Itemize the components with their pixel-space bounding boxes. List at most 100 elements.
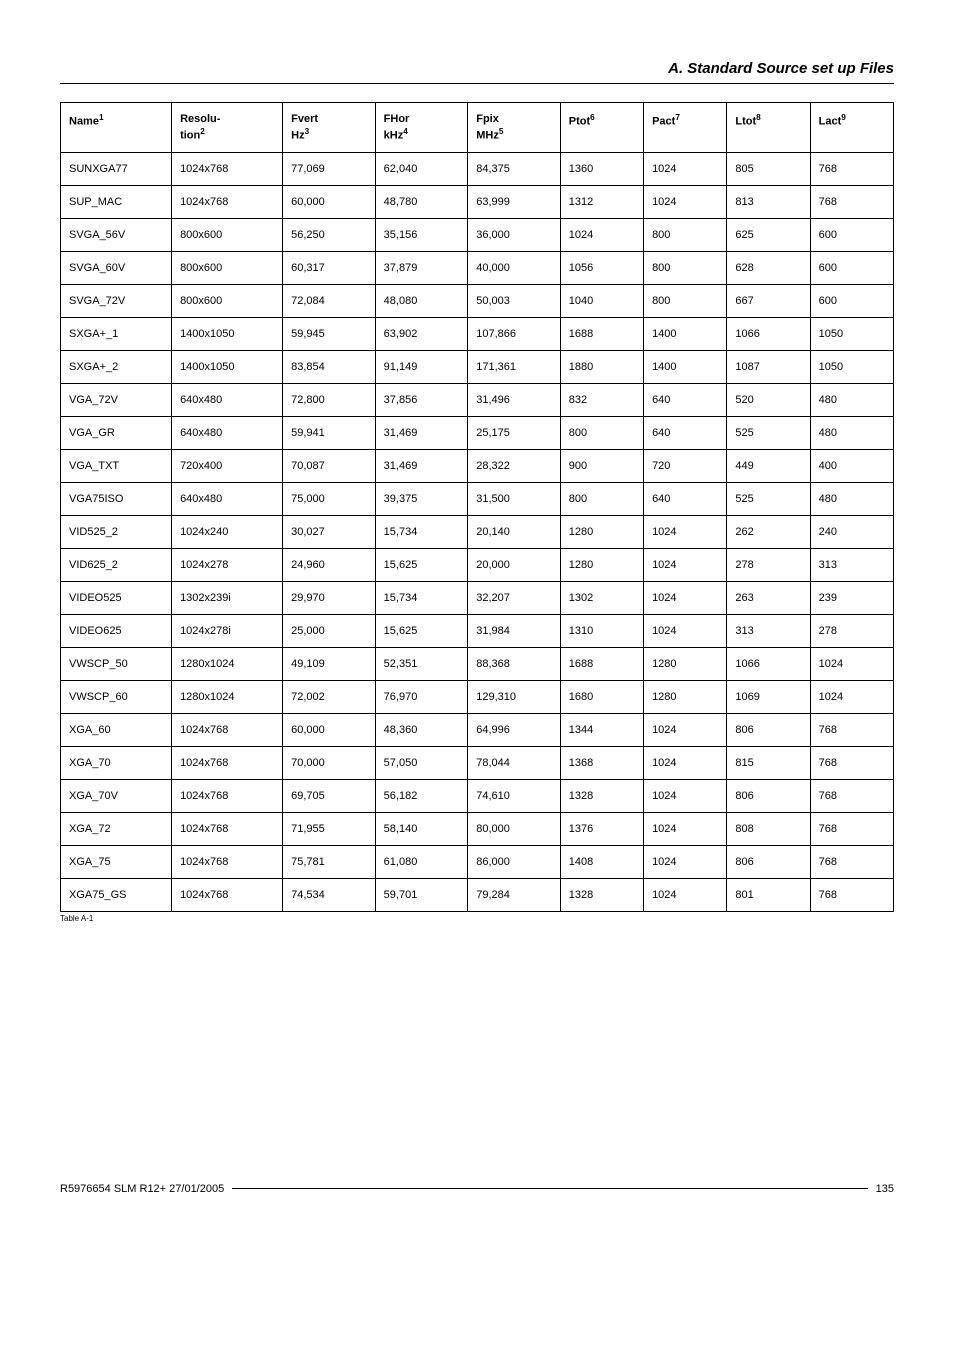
table-cell: 768: [810, 713, 893, 746]
column-header: Pact7: [644, 103, 727, 153]
table-cell: 1056: [560, 251, 643, 284]
table-cell: 480: [810, 383, 893, 416]
table-cell: 1087: [727, 350, 810, 383]
table-cell: 520: [727, 383, 810, 416]
column-header: Lact9: [810, 103, 893, 153]
table-cell: 263: [727, 581, 810, 614]
table-cell: 768: [810, 845, 893, 878]
table-cell: 808: [727, 812, 810, 845]
table-cell: 37,879: [375, 251, 468, 284]
table-cell: 83,854: [283, 350, 376, 383]
table-row: XGA_751024x76875,78161,08086,00014081024…: [61, 845, 894, 878]
column-header: Ptot6: [560, 103, 643, 153]
table-cell: 768: [810, 185, 893, 218]
table-cell: 1024: [644, 878, 727, 911]
table-cell: VID525_2: [61, 515, 172, 548]
table-cell: 1066: [727, 647, 810, 680]
table-cell: 806: [727, 779, 810, 812]
table-cell: SVGA_56V: [61, 218, 172, 251]
table-cell: 800: [644, 251, 727, 284]
table-cell: VGA_TXT: [61, 449, 172, 482]
table-cell: XGA_70V: [61, 779, 172, 812]
table-cell: 1280: [644, 680, 727, 713]
table-cell: 58,140: [375, 812, 468, 845]
table-cell: 1328: [560, 779, 643, 812]
table-cell: 1024x768: [172, 713, 283, 746]
footer-line: [232, 1188, 867, 1189]
table-cell: 1368: [560, 746, 643, 779]
table-cell: 77,069: [283, 152, 376, 185]
table-cell: SUP_MAC: [61, 185, 172, 218]
table-cell: 60,317: [283, 251, 376, 284]
footer-page-number: 135: [876, 1183, 894, 1195]
table-cell: 60,000: [283, 185, 376, 218]
table-row: VWSCP_501280x102449,10952,35188,36816881…: [61, 647, 894, 680]
table-row: VID625_21024x27824,96015,62520,000128010…: [61, 548, 894, 581]
table-cell: 800: [644, 218, 727, 251]
table-cell: 1066: [727, 317, 810, 350]
table-cell: 35,156: [375, 218, 468, 251]
table-cell: 1344: [560, 713, 643, 746]
table-cell: 91,149: [375, 350, 468, 383]
column-header: FpixMHz5: [468, 103, 561, 153]
table-cell: 15,734: [375, 581, 468, 614]
table-cell: 129,310: [468, 680, 561, 713]
table-cell: 806: [727, 845, 810, 878]
table-cell: SXGA+_1: [61, 317, 172, 350]
table-cell: 1312: [560, 185, 643, 218]
table-cell: 240: [810, 515, 893, 548]
table-cell: 1024: [644, 713, 727, 746]
table-cell: 768: [810, 779, 893, 812]
source-table: Name1Resolu-tion2FvertHz3FHorkHz4FpixMHz…: [60, 102, 894, 912]
table-cell: 1360: [560, 152, 643, 185]
table-cell: 80,000: [468, 812, 561, 845]
table-cell: VGA_72V: [61, 383, 172, 416]
table-cell: 79,284: [468, 878, 561, 911]
table-cell: 1024x768: [172, 878, 283, 911]
table-cell: 1050: [810, 317, 893, 350]
table-cell: 815: [727, 746, 810, 779]
table-cell: 480: [810, 482, 893, 515]
table-cell: 278: [810, 614, 893, 647]
table-cell: 525: [727, 416, 810, 449]
table-cell: 768: [810, 152, 893, 185]
column-header: FHorkHz4: [375, 103, 468, 153]
table-cell: 1400x1050: [172, 350, 283, 383]
table-cell: 640x480: [172, 416, 283, 449]
table-cell: 768: [810, 812, 893, 845]
table-cell: 72,800: [283, 383, 376, 416]
table-cell: 262: [727, 515, 810, 548]
table-cell: 813: [727, 185, 810, 218]
table-cell: 48,080: [375, 284, 468, 317]
table-cell: 1688: [560, 647, 643, 680]
table-cell: 59,941: [283, 416, 376, 449]
table-cell: 449: [727, 449, 810, 482]
table-row: VWSCP_601280x102472,00276,970129,3101680…: [61, 680, 894, 713]
table-cell: 800x600: [172, 251, 283, 284]
table-cell: 640x480: [172, 383, 283, 416]
table-cell: 1688: [560, 317, 643, 350]
table-cell: 801: [727, 878, 810, 911]
column-header: FvertHz3: [283, 103, 376, 153]
table-row: SUNXGA771024x76877,06962,04084,375136010…: [61, 152, 894, 185]
table-cell: 57,050: [375, 746, 468, 779]
table-cell: 69,705: [283, 779, 376, 812]
table-cell: 278: [727, 548, 810, 581]
table-cell: 31,984: [468, 614, 561, 647]
table-cell: 628: [727, 251, 810, 284]
table-cell: 1376: [560, 812, 643, 845]
table-cell: 75,000: [283, 482, 376, 515]
footer-left: R5976654 SLM R12+ 27/01/2005: [60, 1183, 224, 1195]
table-row: SVGA_56V800x60056,25035,15636,0001024800…: [61, 218, 894, 251]
table-cell: 39,375: [375, 482, 468, 515]
table-cell: SVGA_60V: [61, 251, 172, 284]
table-row: SXGA+_11400x105059,94563,902107,86616881…: [61, 317, 894, 350]
table-row: XGA_601024x76860,00048,36064,99613441024…: [61, 713, 894, 746]
table-row: VIDEO6251024x278i25,00015,62531,98413101…: [61, 614, 894, 647]
table-cell: 1024: [644, 515, 727, 548]
table-cell: 1024x278: [172, 548, 283, 581]
table-cell: 1024: [644, 185, 727, 218]
table-cell: 1024: [644, 548, 727, 581]
table-cell: 1024x768: [172, 779, 283, 812]
table-cell: 50,003: [468, 284, 561, 317]
